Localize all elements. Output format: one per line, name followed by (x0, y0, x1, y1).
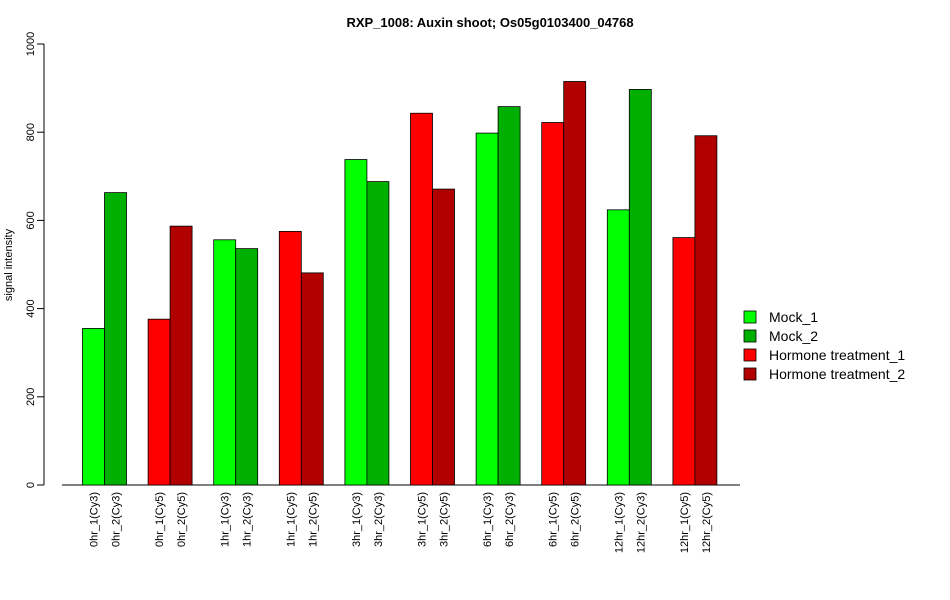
legend-swatch (743, 310, 757, 324)
y-tick-label: 800 (25, 123, 37, 141)
y-axis: 0 200 400 600 800 1000 (25, 32, 45, 488)
legend-label: Mock_2 (769, 328, 818, 344)
bar (694, 135, 718, 486)
x-tick-label: 12hr_2(Cy3) (635, 492, 647, 553)
legend-label: Hormone treatment_2 (769, 366, 905, 382)
x-tick-label: 6hr_2(Cy3) (504, 492, 516, 547)
x-tick-label: 1hr_2(Cy5) (307, 492, 319, 547)
bar (541, 122, 565, 486)
bar (606, 209, 630, 486)
bar (344, 159, 368, 486)
bar (410, 112, 433, 486)
x-tick-labels: 0hr_1(Cy3) 0hr_2(Cy3) 0hr_1(Cy5) 0hr_2(Cy5)… (89, 492, 713, 553)
x-tick-label: 0hr_2(Cy3) (111, 492, 123, 547)
x-tick-label: 6hr_1(Cy3) (482, 492, 494, 547)
y-tick-label: 200 (25, 388, 37, 406)
x-tick-label: 3hr_1(Cy3) (351, 492, 363, 547)
legend-label: Hormone treatment_1 (769, 347, 905, 363)
bar (147, 318, 171, 486)
y-tick-label: 400 (25, 299, 37, 317)
y-tick-label: 0 (25, 482, 37, 488)
bar (366, 181, 390, 486)
x-tick-label: 0hr_2(Cy5) (176, 492, 188, 547)
bar (213, 239, 237, 486)
x-tick-label: 6hr_1(Cy5) (548, 492, 560, 547)
y-tick-label: 600 (25, 211, 37, 229)
x-tick-label: 1hr_2(Cy3) (242, 492, 254, 547)
bar (563, 81, 587, 486)
x-tick-label: 3hr_2(Cy5) (439, 492, 451, 547)
bar (278, 231, 302, 486)
chart-title: RXP_1008: Auxin shoot; Os05g0103400_0476… (346, 15, 633, 30)
x-tick-label: 0hr_1(Cy3) (89, 492, 101, 547)
bar (475, 132, 499, 486)
x-tick-label: 12hr_1(Cy5) (679, 492, 691, 553)
bar (497, 106, 521, 486)
bar (104, 192, 127, 486)
legend: Mock_1 Mock_2 Hormone treatment_1 Hormone t… (743, 309, 905, 382)
legend-swatch (743, 329, 757, 343)
y-tick-label: 1000 (25, 32, 37, 56)
bar (672, 237, 696, 486)
y-axis-label: signal intensity (3, 228, 15, 301)
legend-swatch (743, 367, 757, 381)
x-tick-label: 3hr_1(Cy5) (417, 492, 429, 547)
legend-label: Mock_1 (769, 309, 818, 325)
bars (82, 81, 718, 486)
bar (432, 188, 455, 486)
bar (82, 328, 105, 486)
legend-swatch (743, 348, 757, 362)
x-tick-label: 0hr_1(Cy5) (154, 492, 166, 547)
bar (300, 272, 324, 486)
x-tick-label: 6hr_2(Cy5) (570, 492, 582, 547)
x-tick-label: 1hr_1(Cy3) (220, 492, 232, 547)
x-tick-label: 3hr_2(Cy3) (373, 492, 385, 547)
bar (235, 248, 259, 486)
x-tick-label: 12hr_1(Cy3) (613, 492, 625, 553)
x-tick-label: 1hr_1(Cy5) (285, 492, 297, 547)
bar (169, 225, 193, 486)
bar (628, 89, 652, 486)
x-tick-label: 12hr_2(Cy5) (701, 492, 713, 553)
